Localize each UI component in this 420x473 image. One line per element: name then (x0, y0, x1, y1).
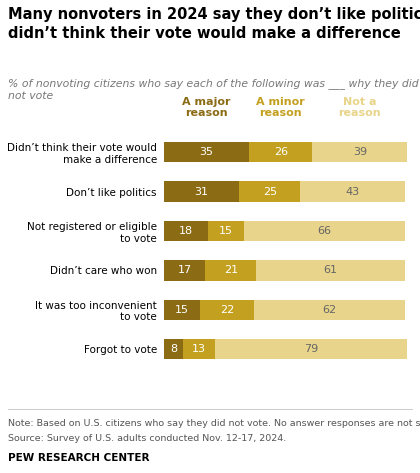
Bar (254, 299, 405, 320)
Text: 15: 15 (219, 226, 233, 236)
Text: 26: 26 (274, 147, 288, 157)
Text: 21: 21 (224, 265, 238, 275)
Bar (164, 142, 249, 162)
Bar (164, 260, 205, 280)
Text: Not a
reason: Not a reason (339, 96, 381, 118)
Text: 39: 39 (353, 147, 367, 157)
Bar (312, 142, 407, 162)
Text: 61: 61 (324, 265, 338, 275)
Text: 18: 18 (178, 226, 193, 236)
Text: 8: 8 (170, 344, 177, 354)
Bar (207, 221, 244, 241)
Bar (256, 260, 405, 280)
Text: 31: 31 (194, 186, 209, 197)
Text: % of nonvoting citizens who say each of the following was ___ why they did
not v: % of nonvoting citizens who say each of … (8, 78, 419, 101)
Bar (200, 299, 254, 320)
Bar (164, 181, 239, 202)
Bar (205, 260, 256, 280)
Bar (244, 221, 405, 241)
Text: 17: 17 (177, 265, 192, 275)
Text: 15: 15 (175, 305, 189, 315)
Text: 13: 13 (192, 344, 206, 354)
Text: PEW RESEARCH CENTER: PEW RESEARCH CENTER (8, 453, 150, 463)
Text: 62: 62 (323, 305, 336, 315)
Text: 66: 66 (318, 226, 331, 236)
Text: 43: 43 (346, 186, 360, 197)
Bar (215, 339, 407, 359)
Text: Note: Based on U.S. citizens who say they did not vote. No answer responses are : Note: Based on U.S. citizens who say the… (8, 419, 420, 428)
Text: A major
reason: A major reason (182, 96, 231, 118)
Text: 35: 35 (200, 147, 213, 157)
Text: 25: 25 (262, 186, 277, 197)
Text: A minor
reason: A minor reason (256, 96, 305, 118)
Bar (164, 221, 207, 241)
Text: 79: 79 (304, 344, 318, 354)
Text: Source: Survey of U.S. adults conducted Nov. 12-17, 2024.: Source: Survey of U.S. adults conducted … (8, 434, 286, 443)
Bar (249, 142, 312, 162)
Bar (164, 299, 200, 320)
Bar (300, 181, 405, 202)
Bar (239, 181, 300, 202)
Bar (183, 339, 215, 359)
Text: 22: 22 (220, 305, 234, 315)
Bar (164, 339, 183, 359)
Text: Many nonvoters in 2024 say they don’t like politics or
didn’t think their vote w: Many nonvoters in 2024 say they don’t li… (8, 7, 420, 41)
